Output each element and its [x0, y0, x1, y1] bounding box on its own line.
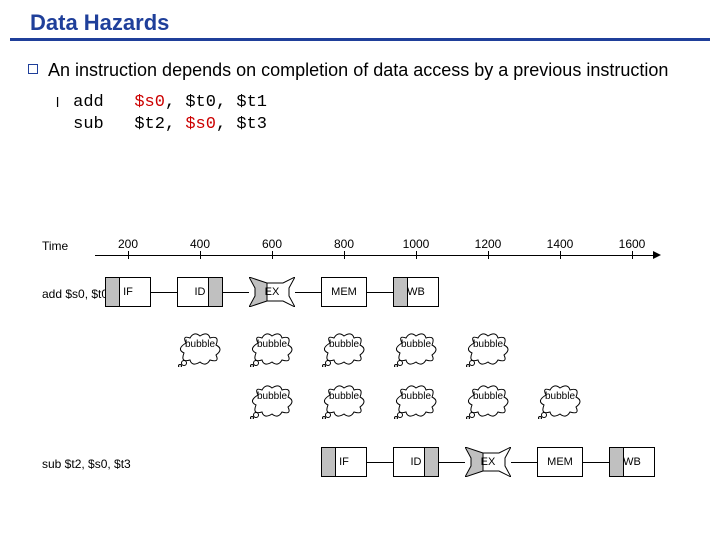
body-text: An instruction depends on completion of …: [48, 59, 668, 82]
mem-stage: MEM: [321, 277, 367, 307]
code-row: l add $s0, $t0, $t1 sub $t2, $s0, $t3: [56, 92, 700, 135]
pipeline-diagram: Time2004006008001000120014001600add $s0,…: [20, 225, 700, 525]
code-rest-1: , $t0, $t1: [165, 93, 267, 112]
id-stage: ID: [393, 447, 439, 477]
if-stage: IF: [321, 447, 367, 477]
sub-bullet-icon: l: [56, 94, 59, 110]
bubble-icon: bubble: [464, 333, 512, 367]
bubble-icon: bubble: [320, 333, 368, 367]
bubble-icon: bubble: [320, 385, 368, 419]
code-block: add $s0, $t0, $t1 sub $t2, $s0, $t3: [73, 92, 267, 135]
code-add: add: [73, 93, 104, 112]
code-sub: sub $t2,: [73, 115, 185, 134]
wb-stage: WB: [393, 277, 439, 307]
id-stage: ID: [177, 277, 223, 307]
bubble-icon: bubble: [176, 333, 224, 367]
title-bar: Data Hazards: [10, 0, 710, 41]
bubble-icon: bubble: [248, 385, 296, 419]
code-s0-1: $s0: [134, 93, 165, 112]
bubble-icon: bubble: [248, 333, 296, 367]
bubble-icon: bubble: [392, 333, 440, 367]
content-area: An instruction depends on completion of …: [0, 41, 720, 135]
bubble-icon: bubble: [464, 385, 512, 419]
bubble-icon: bubble: [536, 385, 584, 419]
if-stage: IF: [105, 277, 151, 307]
ex-stage: EX: [465, 447, 511, 477]
code-rest-2: , $t3: [216, 115, 267, 134]
code-s0-2: $s0: [185, 115, 216, 134]
mem-stage: MEM: [537, 447, 583, 477]
square-bullet-icon: [28, 64, 38, 74]
main-bullet-row: An instruction depends on completion of …: [28, 59, 700, 82]
slide-title: Data Hazards: [30, 10, 710, 36]
bubble-icon: bubble: [392, 385, 440, 419]
ex-stage: EX: [249, 277, 295, 307]
wb-stage: WB: [609, 447, 655, 477]
